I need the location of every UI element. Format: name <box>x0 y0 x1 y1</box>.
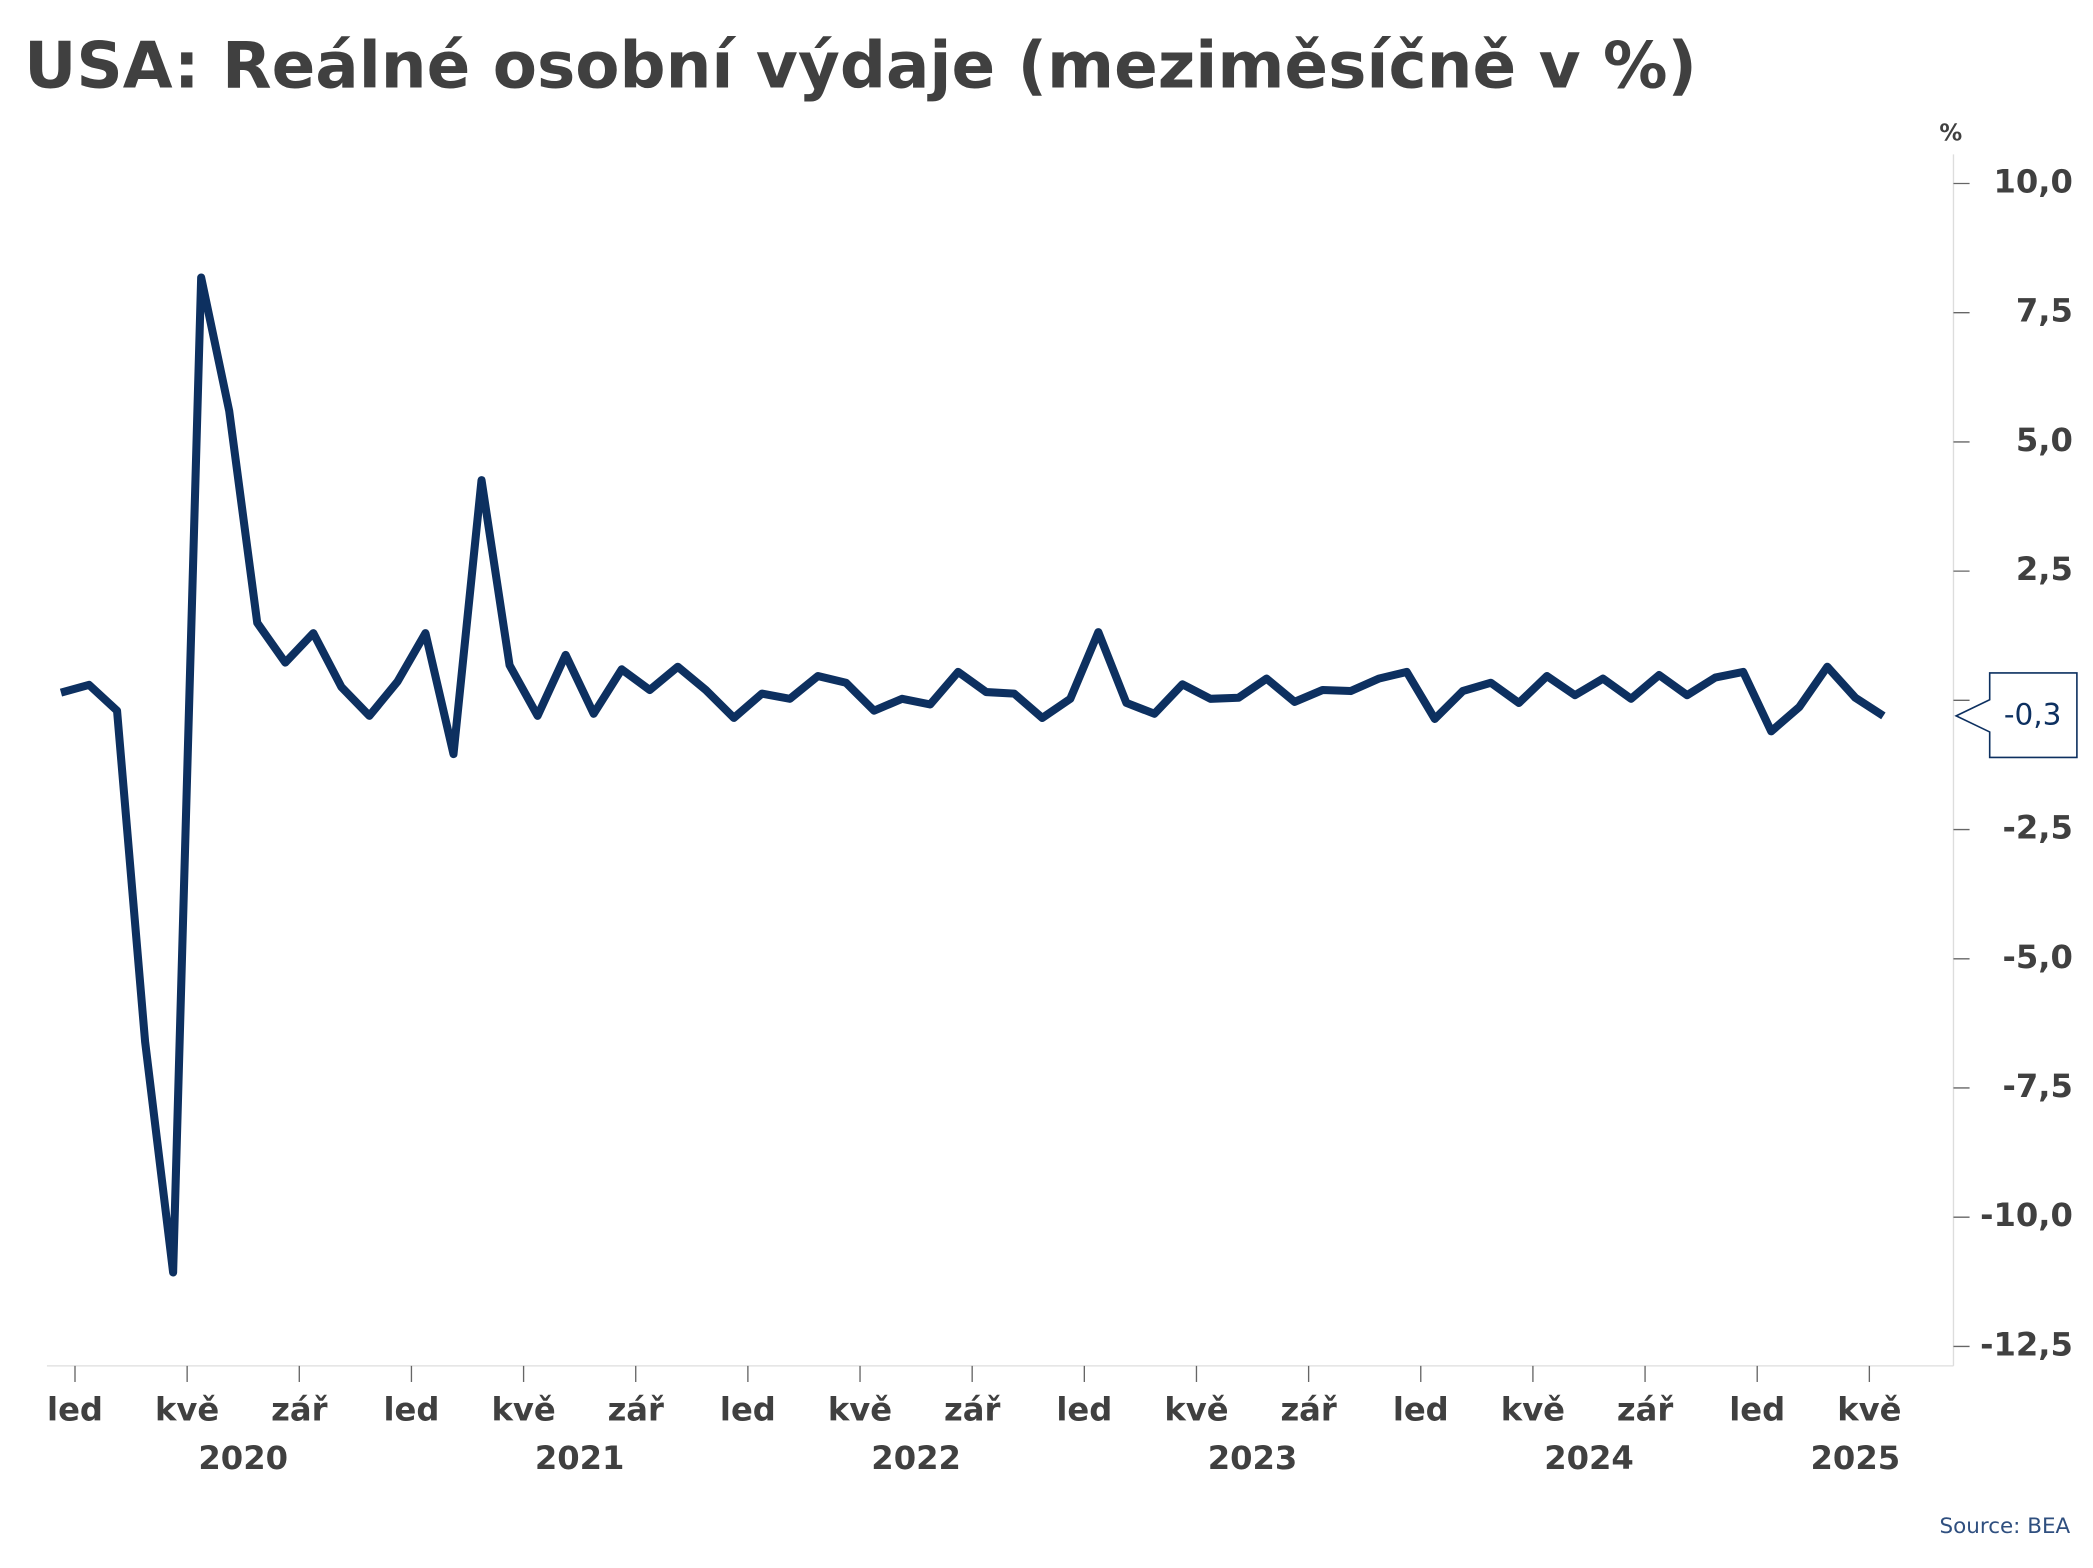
x-tick-label: zář <box>608 1390 664 1428</box>
year-label: 2024 <box>1544 1439 1634 1477</box>
value-label: -0,3 <box>2004 697 2062 731</box>
y-unit: % <box>1939 121 1962 147</box>
year-label: 2023 <box>1208 1439 1298 1477</box>
y-tick-label: 7,5 <box>2016 292 2073 330</box>
x-tick-label: led <box>720 1390 776 1428</box>
x-tick-label: led <box>1729 1390 1785 1428</box>
y-tick-label: -2,5 <box>2002 809 2072 847</box>
chart-title: USA: Reálné osobní výdaje (meziměsíčně v… <box>24 28 1697 103</box>
x-tick-label: kvě <box>1501 1390 1565 1428</box>
x-tick-label: kvě <box>1837 1390 1901 1428</box>
year-label: 2022 <box>871 1439 961 1477</box>
x-tick-label: led <box>383 1390 439 1428</box>
x-tick-label: zář <box>944 1390 1000 1428</box>
x-tick-label: kvě <box>155 1390 219 1428</box>
x-tick-label: led <box>47 1390 103 1428</box>
x-tick-label: led <box>1056 1390 1112 1428</box>
x-tick-label: zář <box>271 1390 327 1428</box>
x-tick-label: kvě <box>491 1390 555 1428</box>
x-tick-label: led <box>1393 1390 1449 1428</box>
callout-box <box>1954 672 2078 759</box>
x-tick-label: zář <box>1617 1390 1673 1428</box>
y-tick-label: -7,5 <box>2002 1067 2072 1105</box>
x-tick-label: zář <box>1280 1390 1336 1428</box>
x-tick-label: kvě <box>828 1390 892 1428</box>
year-label: 2025 <box>1811 1439 1901 1477</box>
y-tick-label: -10,0 <box>1980 1196 2073 1234</box>
y-tick-label: 2,5 <box>2016 550 2073 588</box>
x-tick-label: kvě <box>1164 1390 1228 1428</box>
year-label: 2021 <box>535 1439 625 1477</box>
y-tick-label: -5,0 <box>2002 938 2072 976</box>
line <box>59 273 1886 1277</box>
y-tick-label: 5,0 <box>2016 421 2073 459</box>
y-tick-label: -12,5 <box>1980 1325 2073 1363</box>
source: Source: BEA <box>1940 1514 2071 1539</box>
y-tick-label: 10,0 <box>1993 162 2072 200</box>
year-label: 2020 <box>198 1439 288 1477</box>
